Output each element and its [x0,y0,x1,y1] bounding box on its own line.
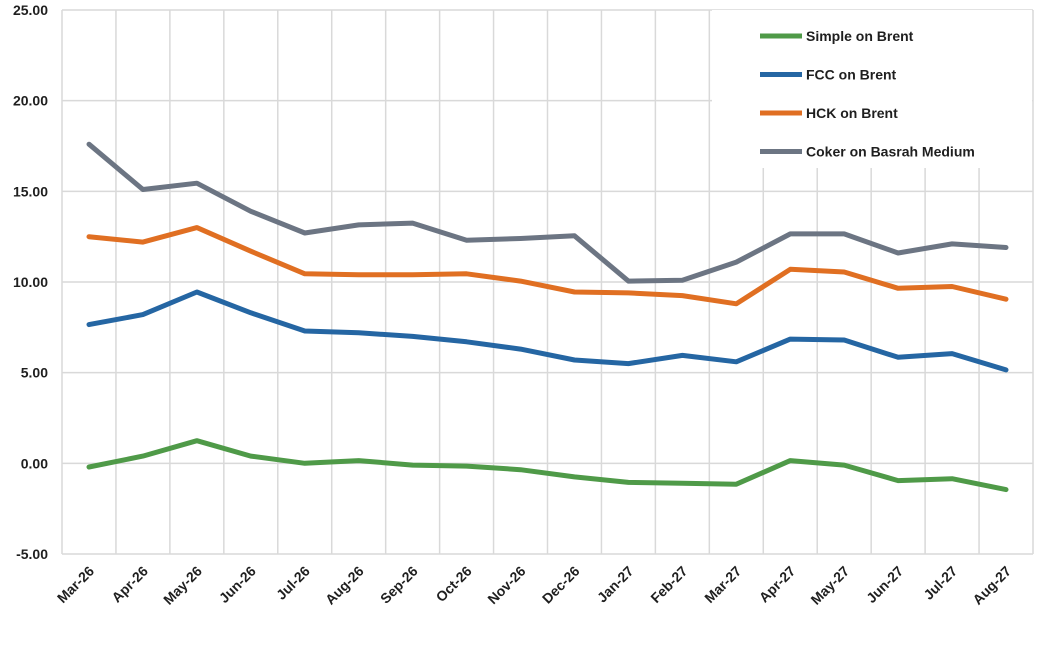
y-tick-label: 10.00 [13,274,48,290]
y-tick-label: 0.00 [21,455,48,471]
x-tick-label: Jun-27 [863,563,906,606]
x-tick-label: Mar-26 [54,563,97,606]
x-tick-label: Jul-27 [920,563,960,603]
x-tick-label: Jun-26 [216,563,259,606]
y-tick-label: 25.00 [13,2,48,18]
series-lines [86,141,1009,493]
x-tick-label: Apr-26 [108,563,151,606]
x-tick-label: May-27 [807,563,852,608]
x-tick-label: Mar-27 [701,563,744,606]
x-axis-tick-labels: Mar-26 Apr-26 May-26 Jun-26 Jul-26 Aug-26 Sep-… [54,563,1014,608]
legend-label: FCC on Brent [806,67,897,83]
series-line-2 [86,289,1009,373]
x-tick-label: Jul-26 [273,563,313,603]
series-line-4 [86,141,1009,284]
x-tick-label: Apr-27 [756,563,799,606]
y-tick-label: 15.00 [13,183,48,199]
x-tick-label: Feb-27 [647,563,690,606]
legend-label: Coker on Basrah Medium [806,144,975,160]
legend-label: HCK on Brent [806,105,898,121]
y-axis-tick-labels: -5.00 0.00 5.00 10.00 15.00 20.00 25.00 [13,2,48,562]
x-tick-label: Dec-26 [539,563,583,607]
x-tick-label: Aug-26 [322,563,367,608]
x-tick-label: Sep-26 [377,563,421,607]
x-tick-label: May-26 [160,563,205,608]
legend-label: Simple on Brent [806,28,914,44]
x-tick-label: Oct-26 [433,563,475,605]
series-line-3 [86,225,1009,307]
legend: Simple on Brent FCC on Brent HCK on Brent C… [712,10,1032,168]
y-tick-label: 5.00 [21,365,48,381]
x-tick-label: Aug-27 [969,563,1014,608]
y-tick-label: -5.00 [16,546,48,562]
series-line-1 [86,438,1009,493]
x-tick-label: Jan-27 [594,563,637,606]
x-tick-label: Nov-26 [484,563,528,607]
y-tick-label: 20.00 [13,93,48,109]
